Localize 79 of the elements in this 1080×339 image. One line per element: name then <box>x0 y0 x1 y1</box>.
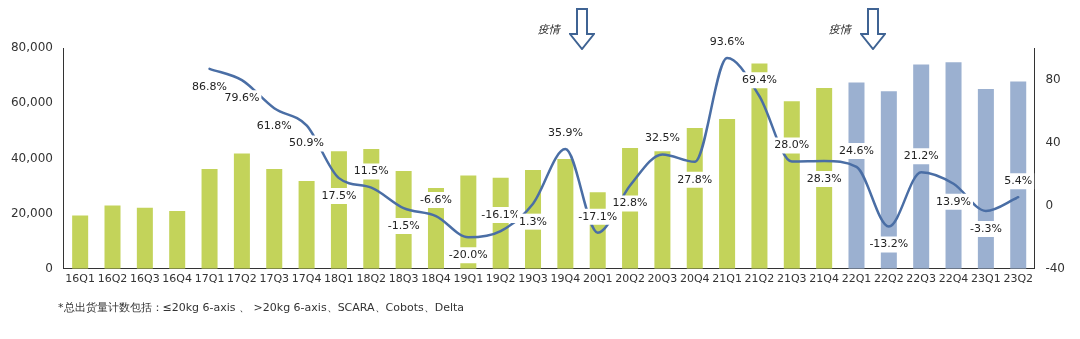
data-label: 1.3% <box>519 214 547 228</box>
x-tick-label: 20Q1 <box>582 272 613 286</box>
data-label: 11.5% <box>353 164 389 178</box>
data-label: 79.6% <box>224 91 260 105</box>
x-tick-label: 16Q3 <box>130 272 160 286</box>
y2-tick-label: 0 <box>1045 197 1054 212</box>
x-tick-label: 16Q4 <box>162 272 193 286</box>
data-label: -17.1% <box>578 209 618 223</box>
bar <box>201 168 218 269</box>
x-tick-label: 19Q4 <box>550 272 581 286</box>
bar <box>233 153 250 269</box>
data-label: 50.9% <box>289 136 325 150</box>
x-tick-label: 18Q3 <box>388 272 419 286</box>
bar <box>298 181 315 269</box>
x-tick-label: 17Q4 <box>291 272 322 286</box>
x-tick-label: 18Q2 <box>356 272 387 286</box>
text: 疫情 <box>537 22 560 37</box>
x-tick-label: 17Q2 <box>227 272 257 286</box>
bar <box>557 158 574 269</box>
data-label: 12.8% <box>612 196 648 210</box>
data-label: 17.5% <box>321 188 357 202</box>
y2-tick-label: 40 <box>1045 134 1061 149</box>
bar <box>719 118 736 269</box>
x-tick-label: 23Q2 <box>1003 272 1034 286</box>
x-tick-label: 23Q1 <box>971 272 1001 286</box>
bar <box>169 211 186 269</box>
data-label: 27.8% <box>677 172 713 186</box>
data-label: -20.0% <box>448 248 488 262</box>
data-label: -3.3% <box>969 221 1002 235</box>
x-tick-label: 19Q1 <box>453 272 484 286</box>
bar <box>654 151 671 269</box>
x-tick-label: 19Q2 <box>485 272 516 286</box>
data-label: -1.5% <box>387 218 420 232</box>
data-label: 13.9% <box>936 194 972 208</box>
x-tick-label: 16Q2 <box>97 272 128 286</box>
bar <box>136 207 153 269</box>
x-tick-label: 17Q3 <box>259 272 290 286</box>
x-tick-label: 21Q2 <box>744 272 775 286</box>
x-tick-label: 17Q1 <box>194 272 225 286</box>
data-label: 24.6% <box>839 143 874 157</box>
data-label: 28.3% <box>806 171 842 185</box>
x-tick-label: 21Q1 <box>712 272 742 286</box>
text: *总出货量计数包括：≤20kg 6-axis 、 >20kg 6-axis、SCARA、Cobots、Delta <box>58 300 466 315</box>
y-tick-label: 40,000 <box>10 150 53 165</box>
data-label: 21.2% <box>903 149 939 163</box>
x-tick-label: 20Q2 <box>615 272 645 286</box>
data-label: -13.2% <box>869 237 909 251</box>
x-tick-label: 18Q4 <box>421 272 451 286</box>
x-tick-label: 21Q4 <box>809 272 839 286</box>
x-tick-label: 22Q2 <box>874 272 904 286</box>
x-tick-label: 19Q3 <box>518 272 548 286</box>
data-label: 35.9% <box>547 125 583 139</box>
x-tick-label: 22Q4 <box>938 272 969 286</box>
x-tick-label: 18Q1 <box>324 272 354 286</box>
y-tick-label: 20,000 <box>10 205 53 220</box>
x-tick-label: 20Q4 <box>679 272 710 286</box>
x-tick-label: 16Q1 <box>65 272 95 286</box>
y2-tick-label: 80 <box>1045 71 1061 86</box>
y-tick-label: 0 <box>45 260 53 275</box>
bar <box>104 205 121 269</box>
data-label: 93.6% <box>709 34 745 48</box>
x-tick-label: 22Q1 <box>841 272 872 286</box>
data-label: 61.8% <box>256 119 292 133</box>
y-tick-label: 60,000 <box>10 95 53 110</box>
data-label: 86.8% <box>192 79 228 93</box>
data-label: -16.1% <box>481 207 521 221</box>
x-tick-label: 22Q3 <box>906 272 937 286</box>
text: 疫情 <box>828 22 851 37</box>
data-label: 69.4% <box>741 73 777 87</box>
y-tick-label: 80,000 <box>10 40 53 55</box>
data-label: 32.5% <box>644 131 680 145</box>
bar <box>266 168 283 269</box>
bar <box>72 215 89 269</box>
data-label: 28.0% <box>774 138 810 152</box>
y2-tick-label: -40 <box>1045 260 1066 275</box>
data-label: -6.6% <box>420 192 452 206</box>
x-tick-label: 20Q3 <box>647 272 678 286</box>
data-label: 5.4% <box>1004 174 1033 188</box>
x-tick-label: 21Q3 <box>776 272 807 286</box>
